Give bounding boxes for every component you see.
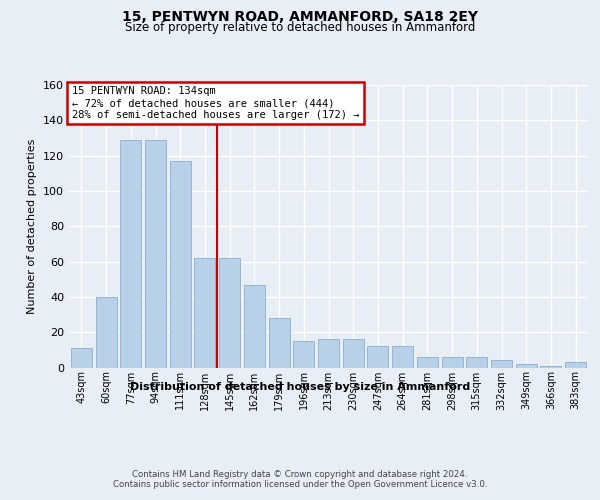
Bar	[120, 140, 141, 368]
Bar	[244, 284, 265, 368]
Bar	[145, 140, 166, 368]
Bar	[417, 357, 438, 368]
Bar	[442, 357, 463, 368]
Bar	[516, 364, 537, 368]
Bar	[343, 339, 364, 368]
Y-axis label: Number of detached properties: Number of detached properties	[28, 138, 37, 314]
Bar	[194, 258, 215, 368]
Bar	[71, 348, 92, 368]
Text: Contains HM Land Registry data © Crown copyright and database right 2024.: Contains HM Land Registry data © Crown c…	[132, 470, 468, 479]
Text: 15 PENTWYN ROAD: 134sqm
← 72% of detached houses are smaller (444)
28% of semi-d: 15 PENTWYN ROAD: 134sqm ← 72% of detache…	[71, 86, 359, 120]
Bar	[219, 258, 240, 368]
Bar	[170, 161, 191, 368]
Text: Distribution of detached houses by size in Ammanford: Distribution of detached houses by size …	[130, 382, 470, 392]
Bar	[293, 341, 314, 367]
Bar	[95, 297, 116, 368]
Text: Contains public sector information licensed under the Open Government Licence v3: Contains public sector information licen…	[113, 480, 487, 489]
Bar	[318, 339, 339, 368]
Bar	[565, 362, 586, 368]
Text: Size of property relative to detached houses in Ammanford: Size of property relative to detached ho…	[125, 22, 475, 35]
Bar	[491, 360, 512, 368]
Text: 15, PENTWYN ROAD, AMMANFORD, SA18 2EY: 15, PENTWYN ROAD, AMMANFORD, SA18 2EY	[122, 10, 478, 24]
Bar	[541, 366, 562, 368]
Bar	[392, 346, 413, 368]
Bar	[269, 318, 290, 368]
Bar	[466, 357, 487, 368]
Bar	[367, 346, 388, 368]
